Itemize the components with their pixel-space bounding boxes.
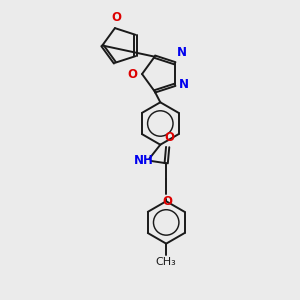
Text: O: O [164, 130, 174, 143]
Text: N: N [176, 46, 187, 59]
Text: O: O [163, 195, 173, 208]
Text: O: O [127, 68, 137, 80]
Text: N: N [179, 78, 189, 91]
Text: NH: NH [134, 154, 154, 167]
Text: CH₃: CH₃ [156, 257, 177, 267]
Text: O: O [111, 11, 122, 24]
